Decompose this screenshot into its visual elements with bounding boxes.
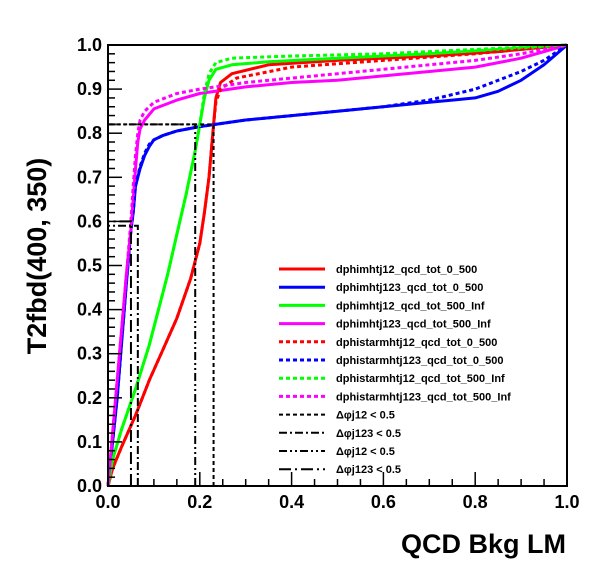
- legend-label: dphistarmhtj12_qcd_tot_0_500: [336, 337, 497, 349]
- y-tick-label: 0.3: [77, 344, 102, 364]
- series-curves: [106, 43, 568, 487]
- x-axis-ticks: 0.0 0.2 0.4 0.6 0.8 1.0: [95, 472, 580, 512]
- legend-label: dphistarmhtj12_qcd_tot_500_Inf: [336, 373, 505, 385]
- y-axis-title: T2fbd(400, 350): [22, 158, 52, 355]
- legend-label: dphimhtj12_qcd_tot_0_500: [336, 264, 477, 276]
- y-tick-label: 0.9: [77, 79, 102, 99]
- x-tick-label: 0.8: [463, 492, 488, 512]
- series-line-7: [106, 43, 568, 487]
- legend-label: dphimhtj123_qcd_tot_500_Inf: [336, 319, 491, 331]
- legend-label: Δφj12 < 0.5: [336, 446, 395, 458]
- marker-line-3: [108, 123, 197, 486]
- y-tick-label: 0.2: [77, 388, 102, 408]
- series-line-8: [106, 43, 568, 487]
- x-tick-label: 1.0: [554, 492, 579, 512]
- series-line-6: [106, 43, 568, 487]
- marker-line-2: [108, 224, 139, 486]
- legend-label: Δφj123 < 0.5: [336, 428, 401, 440]
- legend-label: Δφj123 < 0.5: [336, 464, 401, 476]
- legend-label: dphimhtj123_qcd_tot_0_500: [336, 282, 483, 294]
- marker-line-1: [108, 123, 215, 486]
- x-axis-title: QCD Bkg LM: [401, 529, 566, 559]
- x-tick-label: 0.4: [279, 492, 304, 512]
- marker-line-4: [108, 220, 132, 486]
- y-tick-label: 0.4: [77, 300, 102, 320]
- y-tick-label: 0.6: [77, 211, 102, 231]
- y-axis-ticks: 0.0 0.1 0.2 0.3 0.4 0.5 0.6 0.7 0.8 0.9 1.0: [77, 35, 122, 496]
- y-tick-label: 0.7: [77, 167, 102, 187]
- x-tick-label: 0.2: [187, 492, 212, 512]
- y-tick-label: 0.0: [77, 476, 102, 496]
- marker-lines: [108, 123, 215, 486]
- x-tick-label: 0.0: [95, 492, 120, 512]
- legend-label: dphistarmhtj123_qcd_tot_0_500: [336, 355, 504, 367]
- legend-label: dphistarmhtj123_qcd_tot_500_Inf: [336, 391, 511, 403]
- series-line-5: [106, 43, 568, 487]
- y-tick-label: 0.8: [77, 123, 102, 143]
- y-tick-label: 0.5: [77, 256, 102, 276]
- y-tick-label: 0.1: [77, 432, 102, 452]
- y-tick-label: 1.0: [77, 35, 102, 55]
- legend: dphimhtj12_qcd_tot_0_500 dphimhtj123_qcd_…: [279, 264, 511, 476]
- legend-label: dphimhtj12_qcd_tot_500_Inf: [336, 300, 485, 312]
- x-tick-label: 0.6: [371, 492, 396, 512]
- series-line-1: [106, 43, 568, 487]
- legend-label: Δφj12 < 0.5: [336, 410, 395, 422]
